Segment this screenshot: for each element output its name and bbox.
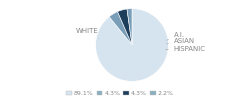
Wedge shape [109, 12, 132, 45]
Text: WHITE: WHITE [76, 28, 99, 38]
Wedge shape [127, 9, 132, 45]
Text: A.I.: A.I. [167, 32, 185, 40]
Wedge shape [118, 9, 132, 45]
Wedge shape [96, 9, 168, 81]
Text: HISPANIC: HISPANIC [166, 46, 206, 52]
Text: ASIAN: ASIAN [167, 38, 195, 44]
Legend: 89.1%, 4.3%, 4.3%, 2.2%: 89.1%, 4.3%, 4.3%, 2.2% [66, 90, 174, 97]
